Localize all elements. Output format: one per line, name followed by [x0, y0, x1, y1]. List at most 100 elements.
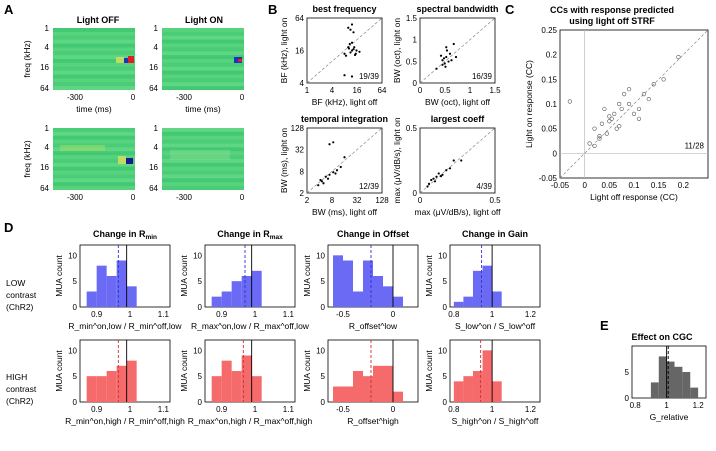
scatter-c-point: [617, 124, 622, 129]
strf-band: [53, 43, 135, 48]
scatter-point: [452, 159, 455, 162]
strf-band: [53, 39, 135, 44]
scatter-c-ytick: 0: [553, 149, 558, 158]
strf-band: [53, 62, 135, 67]
scatter-xtick: 0.5: [439, 86, 451, 95]
scatter-point: [332, 141, 335, 144]
scatter-xtick: 1: [305, 86, 310, 95]
scatter-point: [322, 182, 325, 185]
hist-ytick: 0: [321, 398, 326, 407]
hist-bar: [86, 376, 97, 402]
strf-band: [162, 186, 244, 191]
strf-band: [53, 131, 135, 136]
row-label-high-contrast: contrast: [6, 384, 37, 394]
panel-a-strfs: Light OFF Light ON freq (kHz) freq (kHz)…: [22, 15, 245, 202]
hist-xtick: 0.9: [216, 405, 228, 414]
panel-c-title-line2: using light off STRF: [569, 16, 655, 26]
hist-bar: [211, 376, 222, 402]
scatter-point: [432, 177, 435, 180]
panel-c-scatter: CCs with response predicted using light …: [524, 5, 709, 202]
hist-ytick: 0: [625, 394, 630, 403]
scatter-c-xtick: 0.2: [678, 181, 690, 190]
hist-bar: [453, 381, 464, 402]
scatter-c-point: [651, 82, 656, 87]
scatter-c-ytick: 0.2: [546, 51, 558, 60]
scatter-point: [343, 156, 346, 159]
scatter-c-point: [604, 131, 609, 136]
scatter-point: [353, 53, 357, 57]
scatter-c-point: [641, 92, 646, 97]
hist-ytick: 5: [73, 277, 78, 286]
hist-bar: [116, 365, 127, 402]
row-label-high-chr2: (ChR2): [6, 396, 34, 406]
hist-ytick: 0: [443, 303, 448, 312]
scatter-point: [332, 171, 335, 174]
scatter-point: [320, 180, 324, 183]
hist-ytick: 0: [198, 303, 203, 312]
strf-band-light: [170, 150, 230, 160]
scatter-c-point: [646, 96, 651, 102]
strf-band: [53, 159, 135, 163]
hist-ytick: 0: [443, 398, 448, 407]
hist-ylabel: MUA count: [54, 255, 64, 297]
scatter-ylabel: BF (kHz), light on: [279, 17, 289, 83]
scatter-point: [335, 169, 339, 172]
strf-band: [162, 182, 244, 187]
hist-xtick: 1: [128, 310, 133, 319]
scatter-point: [324, 175, 327, 178]
identity-line: [306, 127, 383, 194]
hist-xtick: 1.2: [693, 401, 705, 410]
strf-band: [162, 51, 244, 56]
strf-ytick: 16: [40, 63, 49, 72]
scatter-point: [454, 55, 458, 59]
scatter-xtick: 16: [353, 86, 362, 95]
strf-band: [53, 51, 135, 56]
scatter-ytick: 0: [413, 189, 418, 198]
scatter-xtick: 0: [418, 196, 423, 205]
hist-xtick: 1: [128, 405, 133, 414]
scatter-c-count: 11/28: [685, 141, 705, 150]
hist-bar: [86, 291, 97, 307]
strf-ytick: 1: [154, 124, 159, 133]
strf-band: [162, 55, 244, 60]
hist-xtick: 1.1: [158, 310, 170, 319]
scatter-c-point: [567, 99, 572, 104]
strf-xtick: 0: [240, 193, 245, 202]
scatter-ytick: 0.5: [406, 124, 418, 133]
hist-bar: [96, 265, 107, 307]
hist-ytick: 10: [68, 251, 77, 260]
scatter-c-point: [587, 141, 592, 146]
strf-ytick: 1: [45, 124, 50, 133]
strf-band: [53, 155, 135, 160]
scatter-point: [317, 184, 320, 187]
identity-line: [419, 127, 496, 194]
strf-hotspot-yellow: [116, 57, 124, 63]
hist-bar: [658, 356, 667, 398]
identity-line: [306, 17, 383, 84]
scatter-point: [441, 63, 444, 66]
scatter-c-point: [636, 106, 642, 112]
hist-xtick: 0.9: [216, 310, 228, 319]
hist-bar: [211, 296, 222, 307]
strf-band: [53, 66, 135, 71]
hist-bar: [393, 296, 403, 307]
strf-ytick: 16: [149, 63, 158, 72]
strf-band: [162, 174, 244, 179]
scatter-ytick: 8: [300, 167, 305, 176]
hist-bar: [106, 371, 117, 402]
scatter-ytick: 32: [295, 146, 304, 155]
hist-bar: [126, 360, 137, 402]
panel-b-scatters: best frequency 19/39 BF (kHz), light off BF…: [279, 4, 501, 217]
hist-bar: [343, 386, 353, 402]
title-change-offset: Change in Offset: [337, 229, 409, 239]
scatter-xtick: 64: [378, 86, 387, 95]
hist-xtick: 1: [253, 405, 258, 414]
scatter-c-point: [597, 136, 602, 141]
hist-bar: [674, 366, 683, 398]
strf-ytick: 64: [40, 184, 49, 193]
scatter-point: [448, 167, 452, 170]
strf-band: [162, 139, 244, 144]
strf-band: [53, 178, 135, 183]
hist-ylabel: MUA count: [302, 350, 312, 392]
hist-ytick: 5: [625, 368, 630, 377]
